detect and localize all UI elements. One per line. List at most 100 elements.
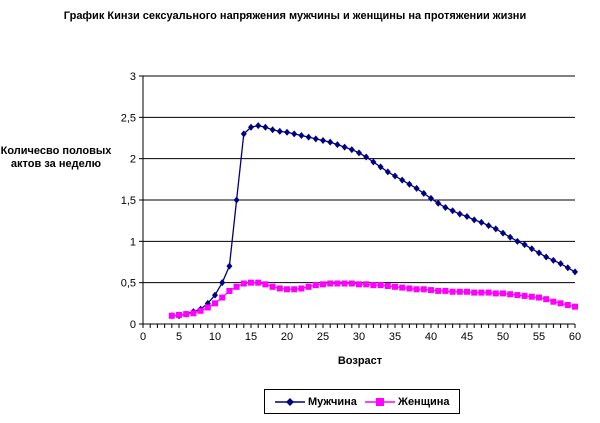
data-point: [269, 126, 276, 134]
x-tick-label: 55: [533, 331, 545, 343]
data-point: [356, 149, 362, 157]
x-axis-label: Возраст: [337, 355, 383, 367]
x-tick-label: 60: [569, 331, 581, 343]
data-point: [183, 311, 190, 318]
data-point: [248, 123, 254, 131]
x-tick-label: 10: [209, 331, 221, 343]
data-point: [528, 293, 535, 300]
data-point: [413, 286, 420, 293]
data-point: [197, 307, 204, 314]
data-point: [240, 280, 247, 287]
x-tick-label: 35: [389, 331, 401, 343]
data-point: [341, 280, 348, 287]
data-point: [485, 222, 492, 230]
data-point: [471, 289, 478, 296]
data-point: [190, 310, 197, 317]
data-point: [521, 292, 528, 299]
data-point: [356, 281, 362, 288]
data-point: [435, 199, 442, 207]
x-tick-label: 15: [245, 331, 257, 343]
data-point: [291, 286, 298, 293]
data-point: [572, 303, 578, 310]
data-point: [464, 288, 470, 295]
x-tick-label: 25: [317, 331, 329, 343]
data-point: [334, 280, 341, 287]
data-point: [370, 282, 377, 289]
data-point: [392, 283, 398, 290]
data-point: [348, 146, 355, 154]
y-tick-label: 2,5: [121, 112, 136, 124]
x-tick-label: 20: [281, 331, 293, 343]
data-point: [456, 288, 463, 295]
data-point: [406, 285, 413, 292]
data-point: [305, 283, 312, 290]
data-point: [255, 279, 262, 286]
data-point: [428, 194, 434, 202]
data-point: [456, 210, 463, 218]
data-point: [478, 289, 485, 296]
data-point: [528, 245, 535, 253]
data-point: [478, 218, 485, 226]
data-point: [298, 285, 305, 292]
data-point: [312, 135, 319, 143]
data-point: [212, 291, 218, 299]
data-point: [212, 300, 218, 307]
data-point: [449, 207, 456, 215]
data-point: [262, 123, 269, 131]
x-tick-label: 30: [353, 331, 365, 343]
data-point: [226, 262, 233, 270]
data-point: [233, 283, 240, 290]
legend-item-female: Женщина: [365, 395, 450, 409]
data-point: [543, 296, 550, 303]
data-point: [399, 176, 406, 184]
data-point: [233, 196, 240, 204]
data-point: [334, 141, 341, 149]
data-point: [485, 289, 492, 296]
data-point: [291, 130, 298, 138]
data-point: [406, 180, 413, 188]
data-point: [262, 281, 269, 288]
x-tick-label: 40: [425, 331, 437, 343]
y-tick-label: 3: [130, 71, 136, 83]
gridlines: [143, 75, 575, 284]
data-point: [464, 213, 470, 221]
data-point: [564, 301, 571, 308]
data-point: [176, 311, 182, 318]
data-point: [377, 282, 384, 289]
data-point: [298, 132, 305, 140]
data-point: [442, 203, 449, 211]
data-point: [492, 225, 499, 233]
series: [168, 122, 578, 320]
axes: 00,511,522,530 5 10 15 20 25 30 35 40 45 50 55 60: [121, 71, 581, 343]
data-point: [564, 264, 571, 272]
data-point: [413, 184, 420, 192]
data-point: [219, 294, 226, 301]
data-point: [507, 291, 514, 298]
data-point: [269, 283, 276, 290]
y-axis-label: Количесво половых актов за неделю: [0, 145, 112, 170]
x-tick-label: 0: [140, 331, 146, 343]
data-point: [305, 133, 312, 141]
y-tick-label: 1,5: [121, 195, 136, 207]
data-point: [226, 287, 233, 294]
data-point: [327, 280, 334, 287]
data-point: [543, 253, 550, 261]
data-point: [370, 158, 377, 166]
data-point: [557, 260, 564, 268]
data-point: [550, 256, 557, 264]
data-point: [284, 128, 290, 136]
x-tick-label: 45: [461, 331, 473, 343]
y-tick-label: 2: [130, 154, 136, 166]
data-point: [276, 127, 283, 135]
data-point: [255, 122, 262, 130]
data-point: [572, 268, 578, 276]
legend: Мужчина Женщина: [264, 389, 460, 414]
data-point: [168, 312, 175, 319]
data-point: [449, 288, 456, 295]
data-point: [248, 279, 254, 286]
data-point: [420, 189, 427, 197]
y-tick-label: 1: [130, 236, 136, 248]
data-point: [284, 286, 290, 293]
data-point: [471, 216, 478, 224]
data-point: [276, 285, 283, 292]
